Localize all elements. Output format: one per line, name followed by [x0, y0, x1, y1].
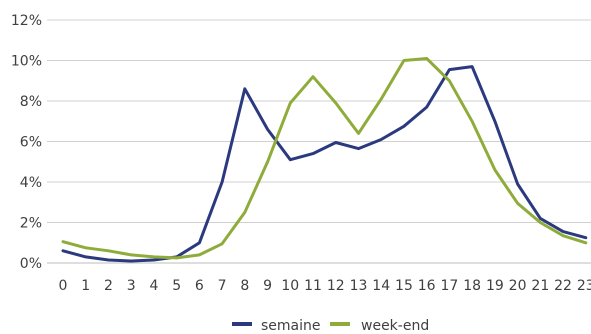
x-tick-label: 8: [240, 278, 249, 294]
x-tick-label: 19: [486, 278, 504, 294]
legend-item-week-end: week-end: [330, 318, 429, 334]
x-tick-label: 21: [531, 278, 549, 294]
series-lines: [61, 57, 588, 263]
x-tick-label: 10: [281, 278, 299, 294]
y-tick-label: 12%: [11, 13, 42, 29]
series-line-semaine: [61, 65, 588, 263]
gridlines: [47, 19, 591, 264]
x-tick-label: 1: [81, 278, 90, 294]
y-tick-label: 8%: [20, 94, 42, 110]
x-axis-tick-labels: 0 1 2 3 4 5 6 7 8 9 10 11 12 13 14 15 16 17 18 19 20 21 22 23: [59, 278, 591, 294]
x-tick-label: 18: [463, 278, 481, 294]
x-tick-label: 15: [395, 278, 413, 294]
x-tick-label: 0: [59, 278, 68, 294]
x-tick-label: 20: [509, 278, 527, 294]
x-tick-label: 6: [195, 278, 204, 294]
x-tick-label: 7: [218, 278, 227, 294]
y-axis-tick-labels: 0% 2% 4% 6% 8% 10% 12%: [11, 13, 42, 272]
series-line-week-end: [61, 57, 588, 260]
legend: semaine week-end: [232, 318, 429, 334]
x-tick-label: 22: [554, 278, 572, 294]
x-tick-label: 16: [418, 278, 436, 294]
y-tick-label: 2%: [20, 216, 42, 232]
x-tick-label: 9: [263, 278, 272, 294]
x-tick-label: 14: [372, 278, 390, 294]
y-tick-label: 10%: [11, 54, 42, 70]
y-tick-label: 0%: [20, 256, 42, 272]
legend-swatch-week-end: [330, 322, 350, 326]
x-tick-label: 13: [350, 278, 368, 294]
x-tick-label: 5: [172, 278, 181, 294]
x-tick-label: 11: [304, 278, 322, 294]
x-tick-label: 3: [127, 278, 136, 294]
y-tick-label: 4%: [20, 175, 42, 191]
y-tick-label: 6%: [20, 135, 42, 151]
x-tick-label: 23: [577, 278, 591, 294]
x-tick-label: 4: [149, 278, 158, 294]
x-tick-label: 12: [327, 278, 345, 294]
legend-label-semaine: semaine: [261, 318, 321, 334]
legend-label-week-end: week-end: [361, 318, 429, 334]
x-tick-label: 2: [104, 278, 113, 294]
legend-swatch-semaine: [232, 322, 252, 326]
x-tick-label: 17: [440, 278, 458, 294]
legend-item-semaine: semaine: [232, 318, 321, 334]
